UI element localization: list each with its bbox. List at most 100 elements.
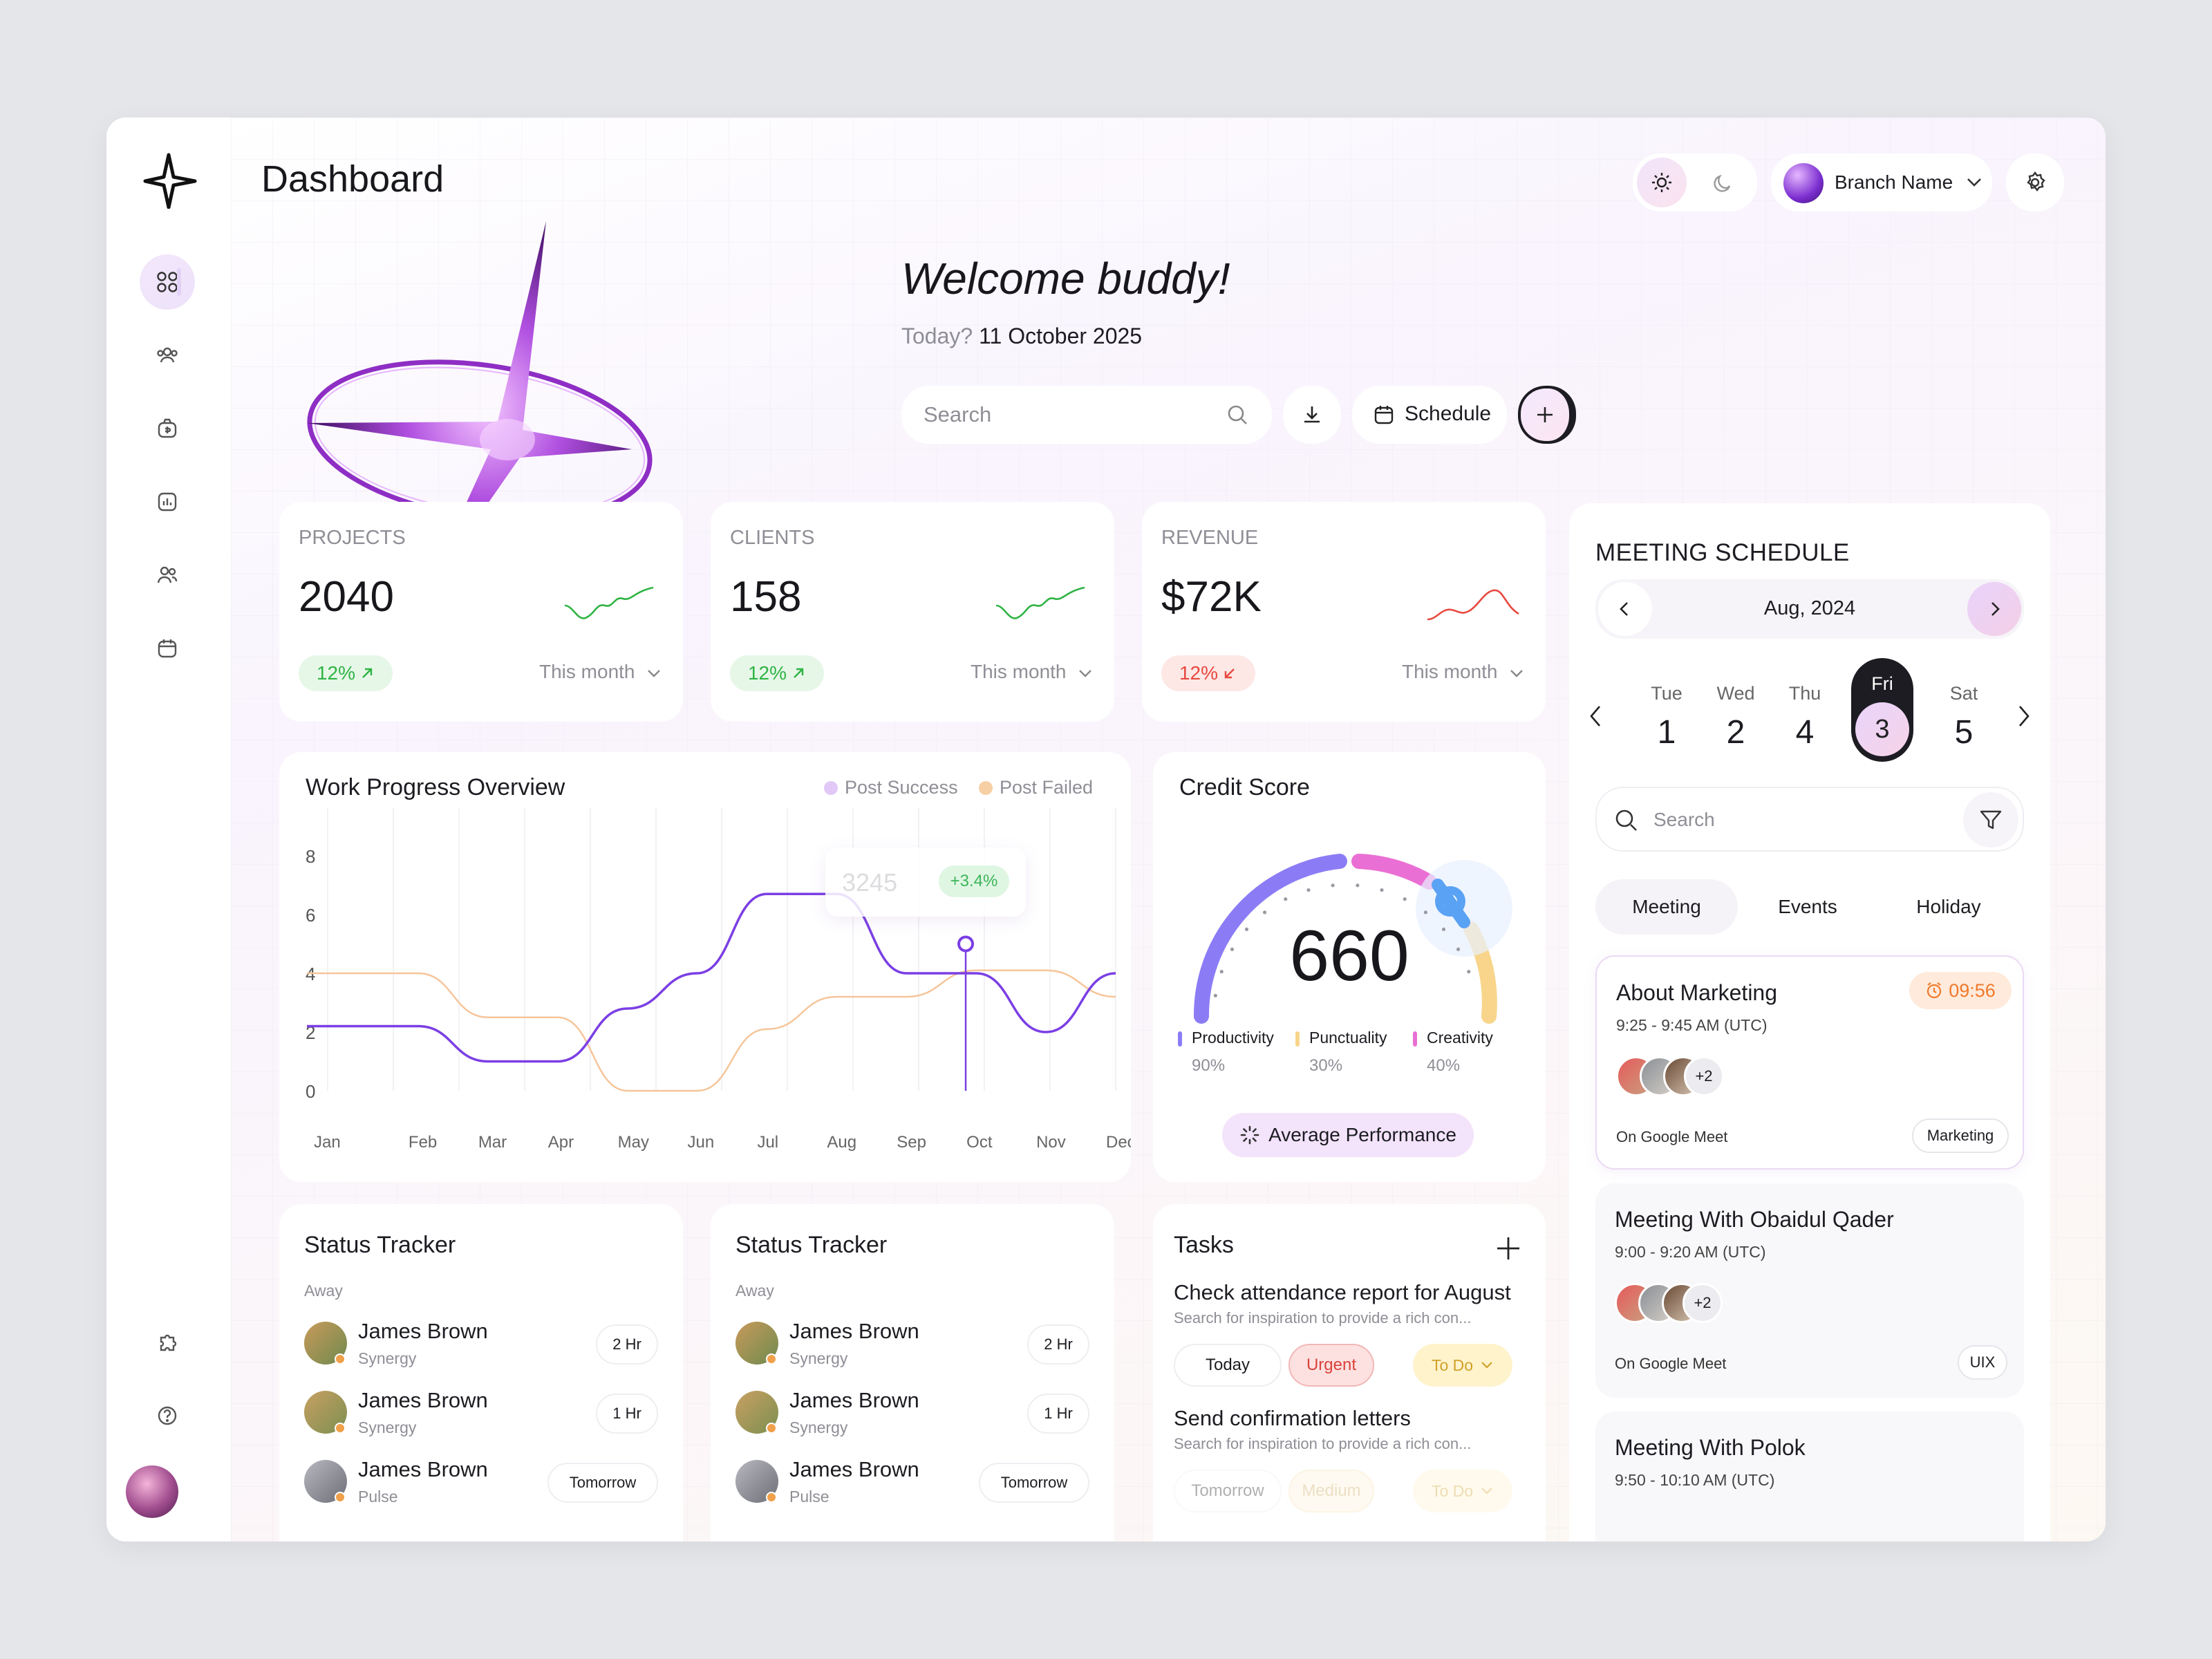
sidebar-item-dashboard[interactable] [140,254,195,310]
stat-label: PROJECTS [299,527,406,549]
calendar-icon [1374,406,1394,424]
x-tick: Sep [897,1133,926,1152]
theme-toggle[interactable] [1633,153,1757,212]
branch-selector[interactable]: Branch Name [1771,153,1992,212]
tab-holiday[interactable]: Holiday [1916,896,1981,917]
search-input[interactable]: Search [901,386,1272,444]
day-thu[interactable]: Thu 4 [1788,683,1821,751]
tooltip-value: 3245 [842,868,898,897]
schedule-button[interactable]: Schedule [1352,386,1507,444]
status-tracker-card: Status Tracker Away James Brown Synergy 2 Hr… [279,1204,683,1541]
main-area: Dashboard Branch Name Welcome buddy! [231,118,2106,1541]
day-tue[interactable]: Tue 1 [1651,683,1683,751]
due-badge[interactable]: Tomorrow [1174,1470,1282,1512]
chevron-down-icon [1967,178,1981,187]
card-title: Status Tracker [304,1232,456,1258]
sidebar-item-help[interactable] [140,1388,195,1443]
day-sat[interactable]: Sat 5 [1949,683,1978,751]
tracker-row[interactable]: James Brown Synergy 2 Hr [279,1315,683,1377]
status-dropdown[interactable]: To Do [1413,1470,1512,1512]
tracker-row[interactable]: James Brown Pulse Tomorrow [279,1453,683,1515]
group-label: Away [735,1282,774,1300]
help-icon [158,1406,177,1425]
prev-week-icon[interactable] [1587,704,1605,729]
tracker-row[interactable]: James Brown Synergy 1 Hr [279,1384,683,1446]
x-tick: Aug [827,1133,856,1152]
meeting-tag: UIX [1958,1345,2007,1380]
sun-icon[interactable] [1649,170,1674,195]
y-tick: 0 [306,1081,315,1102]
download-button[interactable] [1283,386,1341,444]
meeting-item[interactable]: Meeting With Obaidul Qader 9:00 - 9:20 AM… [1595,1183,2024,1398]
due-badge[interactable]: Today [1174,1344,1282,1387]
y-tick: 8 [306,846,315,867]
average-performance-button[interactable]: Average Performance [1222,1113,1474,1157]
stat-value: $72K [1161,573,1262,621]
sidebar [106,118,231,1541]
time-badge: 1 Hr [1027,1394,1089,1434]
card-title: Tasks [1174,1232,1234,1258]
meeting-item[interactable]: About Marketing 9:25 - 9:45 AM (UTC) 09:56… [1595,955,2024,1170]
task-item[interactable]: Check attendance report for August Search… [1153,1277,1546,1395]
priority-badge[interactable]: Urgent [1288,1344,1374,1387]
sidebar-item-reports[interactable] [140,474,195,529]
time-badge: 2 Hr [1027,1324,1089,1365]
countdown-badge: 09:56 [1909,972,2012,1009]
group-label: Away [304,1282,343,1300]
sidebar-item-integrations[interactable] [140,1315,195,1370]
alarm-icon [1927,982,1942,999]
add-task-icon[interactable] [1494,1235,1522,1262]
tracker-row[interactable]: James Brown Synergy 2 Hr [711,1315,1114,1377]
series-line [307,969,1116,1092]
stat-card-projects: PROJECTS 2040 12% This month [279,502,683,722]
meeting-item[interactable]: Meeting With Polok 9:50 - 10:10 AM (UTC) [1595,1412,2024,1541]
settings-button[interactable] [2006,153,2064,212]
sidebar-item-calendar[interactable] [140,621,195,676]
task-item[interactable]: Send confirmation letters Search for insp… [1153,1403,1546,1521]
period-selector[interactable]: This month [539,661,662,683]
sidebar-item-finance[interactable] [140,401,195,456]
tracker-row[interactable]: James Brown Synergy 1 Hr [711,1384,1114,1446]
period-selector[interactable]: This month [971,661,1093,683]
sidebar-item-team[interactable] [140,328,195,383]
users-icon [157,347,178,363]
stat-value: 2040 [299,573,394,621]
time-badge: Tomorrow [547,1463,658,1503]
x-tick: Jun [688,1133,715,1152]
tab-events[interactable]: Events [1778,896,1837,917]
welcome-title: Welcome buddy! [901,254,1230,303]
priority-badge[interactable]: Medium [1288,1470,1374,1512]
change-badge: 12% [1161,655,1255,691]
tab-meeting[interactable]: Meeting [1595,879,1738,935]
chart-marker[interactable] [957,935,975,953]
legend-failed: Post Failed [979,777,1093,798]
filter-button[interactable] [1963,792,2018,847]
chart-tooltip: 3245 +3.4% [825,847,1026,917]
add-button[interactable] [1518,386,1576,444]
status-dropdown[interactable]: To Do [1413,1344,1512,1387]
x-tick: Feb [409,1133,437,1152]
meeting-title: Meeting With Obaidul Qader [1615,1207,1894,1232]
task-title: Send confirmation letters [1174,1406,1411,1430]
x-tick: Nov [1036,1133,1066,1152]
user-avatar[interactable] [126,1465,178,1518]
card-title: MEETING SCHEDULE [1595,539,1850,566]
chevron-down-icon [1481,1488,1492,1494]
away-status-dot [766,1353,777,1365]
tracker-row[interactable]: James Brown Pulse Tomorrow [711,1453,1114,1515]
person-name: James Brown [358,1319,488,1343]
next-week-icon[interactable] [2014,704,2032,729]
x-tick: Apr [548,1133,574,1152]
next-month-button[interactable] [1967,582,2021,636]
meeting-search-input[interactable]: Search [1595,787,2024,852]
prev-month-button[interactable] [1598,582,1652,636]
sparkline [995,586,1085,619]
moon-icon[interactable] [1710,170,1735,195]
day-fri[interactable]: Fri 3 [1851,658,1913,762]
day-wed[interactable]: Wed 2 [1716,683,1755,751]
chevron-down-icon [647,670,660,677]
sidebar-item-clients[interactable] [140,547,195,603]
meeting-time: 9:25 - 9:45 AM (UTC) [1616,1016,1768,1034]
period-selector[interactable]: This month [1402,661,1524,683]
